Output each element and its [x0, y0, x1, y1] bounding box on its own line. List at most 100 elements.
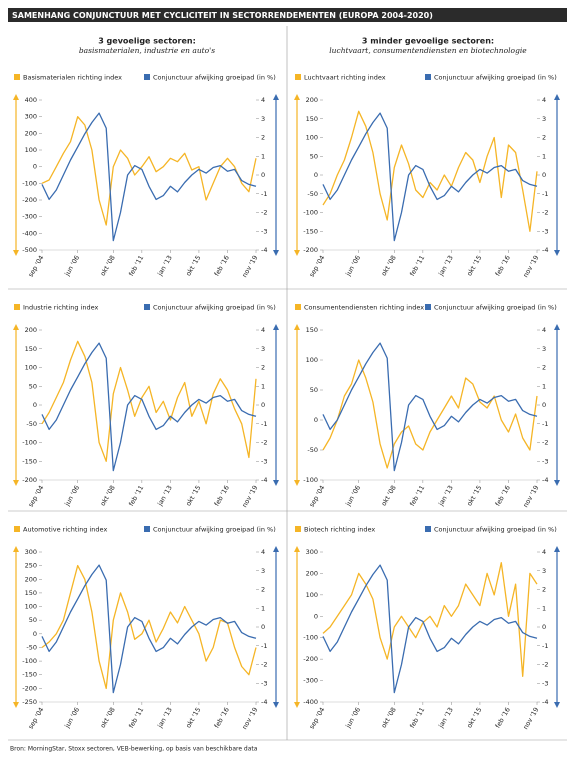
y-tick-label: 50: [310, 152, 318, 160]
legend-swatch: [295, 304, 301, 310]
y-tick-label: 100: [306, 134, 318, 142]
legend-swatch: [425, 304, 431, 310]
arrow-head: [554, 546, 560, 552]
y2-tick-label: 3: [542, 345, 546, 353]
y-tick-label: 400: [25, 96, 37, 104]
x-tick-label: feb '16: [213, 484, 231, 508]
y-tick-label: -50: [26, 420, 37, 428]
x-tick-label: jun '06: [63, 706, 82, 730]
x-tick-label: jun '06: [344, 484, 363, 508]
x-tick-label: jan '13: [436, 706, 454, 730]
y2-tick-label: -3: [542, 679, 548, 687]
y-tick-label: -250: [22, 698, 37, 706]
legend-swatch: [425, 74, 431, 80]
y2-tick-label: 0: [261, 401, 265, 409]
y2-tick-label: -3: [261, 679, 267, 687]
y-tick-label: 200: [25, 575, 37, 583]
arrow-head: [554, 480, 560, 486]
x-tick-label: feb '16: [213, 706, 231, 730]
y2-tick-label: -1: [542, 642, 548, 650]
y2-tick-label: 0: [542, 623, 546, 631]
x-tick-label: feb '11: [408, 254, 426, 278]
y-tick-label: -200: [22, 196, 37, 204]
y-tick-label: 100: [25, 364, 37, 372]
y-tick-label: -200: [303, 246, 318, 254]
legend-swatch: [144, 304, 150, 310]
series-line: [41, 564, 257, 694]
x-tick-label: feb '16: [494, 484, 512, 508]
y2-tick-label: -2: [261, 209, 267, 217]
y2-tick-label: 2: [542, 586, 546, 594]
x-tick-label: jan '13: [155, 254, 173, 278]
x-tick-label: okt '08: [380, 484, 398, 507]
y-tick-label: 300: [306, 548, 318, 556]
y2-tick-label: 3: [261, 115, 265, 123]
y2-tick-label: -2: [542, 439, 548, 447]
arrow-head: [13, 250, 19, 256]
x-tick-label: jun '06: [344, 706, 363, 730]
y-tick-label: -300: [303, 677, 318, 685]
x-tick-label: nov '19: [240, 484, 259, 509]
x-tick-label: okt '15: [465, 706, 483, 729]
series-line: [41, 564, 257, 690]
y-tick-label: -50: [307, 190, 318, 198]
x-tick-label: okt '15: [184, 484, 202, 507]
y-tick-label: -400: [22, 229, 37, 237]
y-tick-label: 50: [29, 616, 37, 624]
header-bar: [8, 8, 567, 22]
y-tick-label: 200: [306, 96, 318, 104]
arrow-head: [554, 250, 560, 256]
y-tick-label: 100: [25, 603, 37, 611]
series-line: [41, 112, 257, 242]
y2-tick-label: -1: [542, 190, 548, 198]
y-tick-label: 0: [33, 630, 37, 638]
x-tick-label: sep '04: [27, 254, 46, 278]
y-tick-label: 200: [306, 569, 318, 577]
legend-swatch: [14, 304, 20, 310]
legend-label: Automotive richting index: [23, 526, 107, 534]
y2-tick-label: -2: [261, 439, 267, 447]
legend-swatch: [295, 526, 301, 532]
legend-label: Luchtvaart richting index: [304, 74, 386, 82]
arrow-head: [294, 324, 300, 330]
x-tick-label: okt '15: [184, 706, 202, 729]
legend-label: Conjunctuur afwijking groeipad (in %): [434, 304, 557, 312]
series-line: [41, 340, 257, 462]
legend-swatch: [14, 526, 20, 532]
y-tick-label: -50: [26, 643, 37, 651]
x-tick-label: okt '15: [465, 254, 483, 277]
y2-tick-label: 1: [542, 152, 546, 160]
x-tick-label: nov '19: [521, 484, 540, 509]
arrow-head: [294, 94, 300, 100]
x-tick-label: jun '06: [63, 254, 82, 278]
y-tick-label: 100: [306, 591, 318, 599]
x-tick-label: jun '06: [63, 484, 82, 508]
arrow-head: [273, 702, 279, 708]
y2-tick-label: -2: [542, 661, 548, 669]
y2-tick-label: 3: [542, 115, 546, 123]
y2-tick-label: -4: [542, 476, 548, 484]
source-note: Bron: MorningStar, Stoxx sectoren, VEB-b…: [10, 746, 258, 753]
x-tick-label: feb '16: [494, 706, 512, 730]
x-tick-label: okt '08: [99, 706, 117, 729]
legend-label: Conjunctuur afwijking groeipad (in %): [153, 74, 276, 82]
y2-tick-label: 3: [261, 345, 265, 353]
y-tick-label: -400: [303, 698, 318, 706]
y-tick-label: 150: [306, 115, 318, 123]
y-tick-label: -100: [22, 657, 37, 665]
y2-tick-label: 1: [261, 152, 265, 160]
arrow-head: [13, 480, 19, 486]
y2-tick-label: -2: [261, 661, 267, 669]
x-tick-label: feb '11: [127, 484, 145, 508]
column-subheading: luchtvaart, consumentendiensten en biote…: [329, 46, 527, 55]
y2-tick-label: 0: [261, 171, 265, 179]
x-tick-label: sep '04: [308, 706, 327, 730]
y-tick-label: 150: [306, 326, 318, 334]
y2-tick-label: 4: [261, 548, 265, 556]
legend-swatch: [425, 526, 431, 532]
y-tick-label: 100: [25, 146, 37, 154]
y2-tick-label: 2: [261, 364, 265, 372]
y2-tick-label: -3: [542, 457, 548, 465]
x-tick-label: nov '19: [521, 254, 540, 279]
y2-tick-label: 2: [542, 364, 546, 372]
